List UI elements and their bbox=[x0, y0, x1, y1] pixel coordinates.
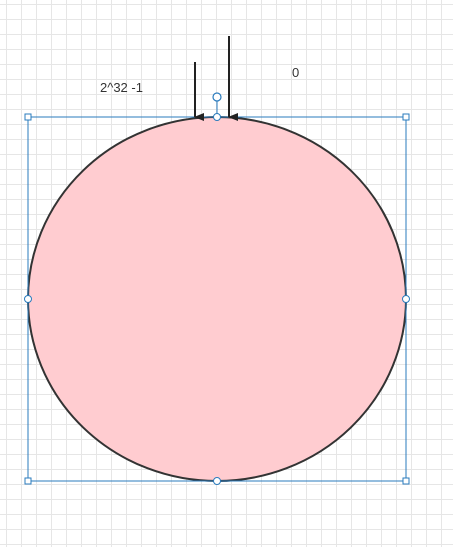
resize-handle-left[interactable] bbox=[24, 295, 32, 303]
resize-handle-top[interactable] bbox=[213, 113, 221, 121]
resize-handle-right[interactable] bbox=[402, 295, 410, 303]
rotation-handle[interactable] bbox=[212, 92, 222, 102]
label-max-value[interactable]: 2^32 -1 bbox=[100, 80, 143, 95]
resize-handle-top-left[interactable] bbox=[24, 113, 32, 121]
resize-handle-top-right[interactable] bbox=[402, 113, 410, 121]
label-zero[interactable]: 0 bbox=[292, 65, 300, 80]
resize-handle-bottom[interactable] bbox=[213, 477, 221, 485]
hash-ring-circle[interactable] bbox=[27, 116, 407, 482]
resize-handle-bottom-right[interactable] bbox=[402, 477, 410, 485]
resize-handle-bottom-left[interactable] bbox=[24, 477, 32, 485]
